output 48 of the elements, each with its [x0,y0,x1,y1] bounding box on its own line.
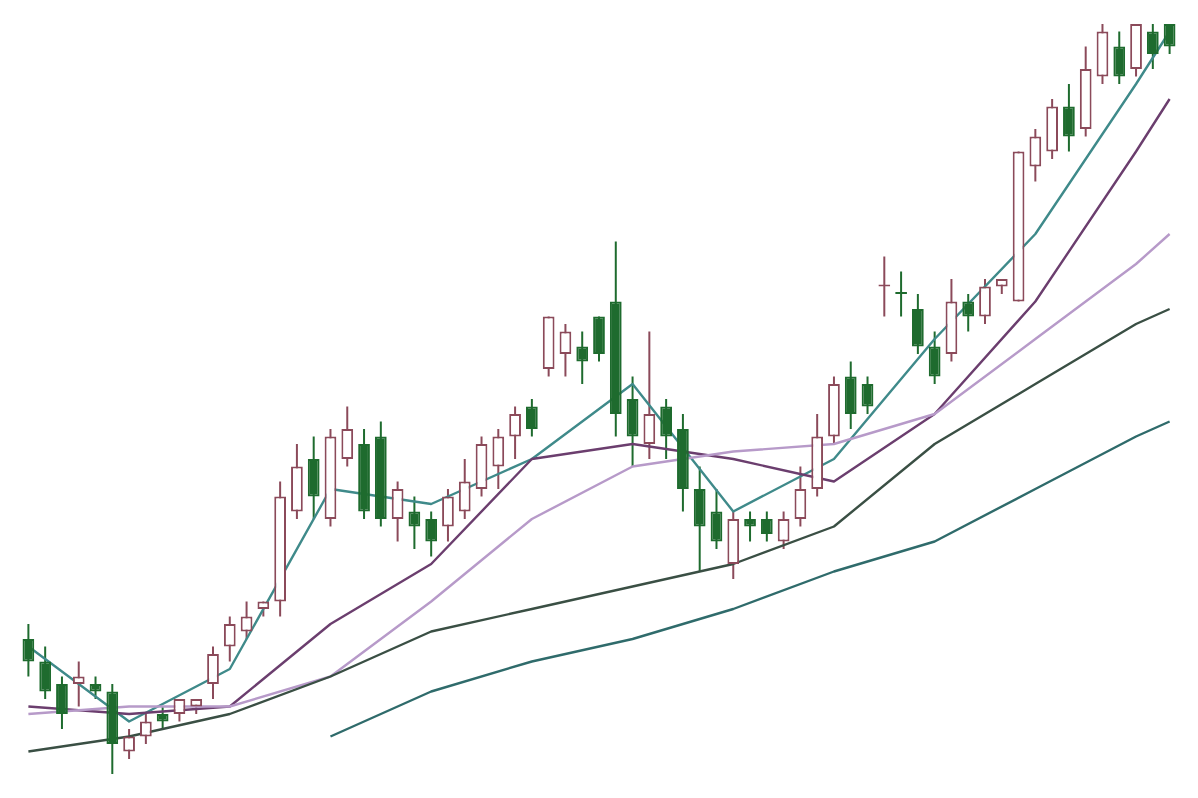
candlestick [626,375,639,468]
candlestick [1063,83,1075,153]
candlestick [475,435,488,498]
candlestick [89,675,102,700]
candlestick [744,510,756,543]
candlestick [844,360,857,430]
candlestick [492,428,505,490]
candlestick [291,443,303,520]
candlestick [341,405,354,468]
candlestick [123,728,135,760]
candlestick [1046,98,1058,160]
candlestick [962,293,975,333]
candlestick [307,435,320,520]
candlestick [1113,30,1126,85]
candlestick [156,705,169,730]
candlestick [1096,23,1109,85]
candlestick [22,623,35,678]
candlestick [727,510,740,580]
candlestick [794,465,807,528]
candlestick [56,675,68,730]
candlestick [760,510,773,543]
candlestick [240,600,253,640]
candlestick [509,405,521,460]
candlestick [777,510,790,550]
candlestick [1130,23,1142,78]
candlestick [979,278,991,325]
candlestick [1146,23,1159,70]
candlestick [140,713,152,745]
candlestick [207,645,219,700]
candlestick [643,330,656,460]
candlestick [928,330,941,385]
candlestick [442,488,454,543]
candlestick [39,645,52,700]
candlestick [1163,23,1176,55]
candlestick [223,615,236,663]
candlestick [408,495,421,550]
candlestick [425,510,438,558]
candlestick [576,330,589,385]
candlestick [660,398,672,460]
candlestick [710,488,723,550]
candlestick [526,398,538,438]
candlestick [912,293,924,355]
candlestick [861,375,874,415]
candlestick [391,480,404,543]
candlestick [458,458,471,520]
candlestick [1029,128,1042,183]
candlestick [693,465,706,573]
candlestick [593,315,605,363]
